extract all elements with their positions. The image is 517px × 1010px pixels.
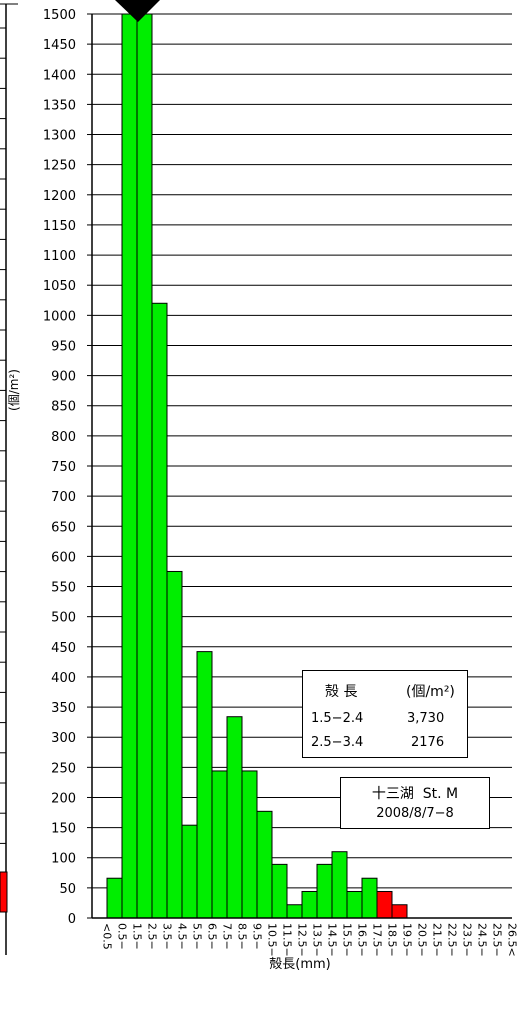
bar — [226, 716, 243, 919]
x-tick-label: 22.5− — [446, 923, 459, 957]
y-tick-label: 450 — [51, 641, 76, 656]
y-tick-label: 700 — [51, 490, 76, 505]
bar — [271, 863, 288, 919]
x-tick-label: 15.5− — [341, 923, 354, 957]
y-tick-label: 600 — [51, 550, 76, 565]
y-tick-label: 150 — [51, 822, 76, 837]
shell-length-table: 殻 長 (個/m²) 1.5−2.4 3,730 2.5−3.4 2176 — [302, 670, 468, 758]
y-tick-label: 1000 — [43, 309, 76, 324]
y-tick-label: 300 — [51, 731, 76, 746]
bar — [256, 810, 273, 919]
table-row-2-range: 2.5−3.4 — [311, 735, 364, 750]
table-row-2-value: 2176 — [411, 735, 445, 750]
y-tick-label: 50 — [59, 882, 76, 897]
x-tick-label: 7.5− — [221, 923, 234, 950]
off-scale-arrow — [115, 0, 160, 22]
x-tick-label: 24.5− — [476, 923, 489, 957]
x-tick-label: 14.5− — [326, 923, 339, 957]
y-tick-label: 750 — [51, 460, 76, 475]
x-tick-label: 9.5− — [251, 923, 264, 950]
bar — [121, 13, 138, 919]
y-tick-label: 250 — [51, 761, 76, 776]
table-row-1-value: 3,730 — [407, 711, 445, 726]
y-tick-label: 1400 — [43, 68, 76, 83]
y-tick-labels: 0 50 100 150 200 250 300 350 400 450 500 550 600 650 7… — [43, 8, 76, 927]
bar — [391, 904, 408, 919]
x-tick-label: 10.5− — [266, 923, 279, 957]
y-tick-label: 950 — [51, 339, 76, 354]
bar — [166, 570, 183, 919]
x-tick-label: 17.5− — [371, 923, 384, 957]
x-tick-label: 26.5< — [506, 923, 517, 957]
bar — [151, 302, 168, 919]
y-tick-label: 800 — [51, 430, 76, 445]
y-tick-label: 1250 — [43, 159, 76, 174]
bars — [106, 13, 408, 919]
bar — [106, 877, 123, 919]
x-tick-label: 16.5− — [356, 923, 369, 957]
y-tick-label: 650 — [51, 520, 76, 535]
x-tick-label: 1.5− — [131, 923, 144, 950]
x-tick-label: 11.5− — [281, 923, 294, 957]
x-tick-label: 13.5− — [311, 923, 324, 957]
adjacent-chart-bar — [0, 871, 8, 913]
bar — [331, 851, 348, 919]
y-tick-label: 350 — [51, 701, 76, 716]
y-tick-label: 1500 — [43, 8, 76, 23]
y-tick-label: 850 — [51, 400, 76, 415]
bar — [136, 13, 153, 919]
x-tick-label: 6.5− — [206, 923, 219, 950]
x-tick-label: 12.5− — [296, 923, 309, 957]
decorations — [0, 0, 160, 955]
x-tick-label: 23.5− — [461, 923, 474, 957]
bar — [361, 877, 378, 919]
x-tick-label: 4.5− — [176, 923, 189, 950]
x-tick-label: 8.5− — [236, 923, 249, 950]
table-row-1-range: 1.5−2.4 — [311, 711, 364, 726]
y-tick-label: 1350 — [43, 98, 76, 113]
station-label-box: 十三湖 St. M 2008/8/7−8 — [340, 777, 490, 829]
x-tick-label: 0.5− — [116, 923, 129, 950]
bar — [316, 863, 333, 919]
table-header-density: (個/m²) — [406, 684, 455, 700]
y-tick-label: 1200 — [43, 189, 76, 204]
bar — [181, 824, 198, 919]
bar — [301, 890, 318, 919]
x-tick-label: <0.5 — [101, 923, 114, 950]
x-tick-label: 19.5− — [401, 923, 414, 957]
bar — [196, 651, 213, 919]
y-tick-label: 1100 — [43, 249, 76, 264]
y-tick-label: 1300 — [43, 129, 76, 144]
x-tick-label: 2.5− — [146, 923, 159, 950]
x-axis-label: 殻長(mm) — [269, 957, 330, 972]
bar — [211, 770, 228, 919]
x-tick-label: 25.5− — [491, 923, 504, 957]
x-tick-label: 21.5− — [431, 923, 444, 957]
y-tick-label: 1050 — [43, 279, 76, 294]
bar — [376, 890, 393, 919]
y-tick-label: 550 — [51, 581, 76, 596]
survey-date: 2008/8/7−8 — [376, 806, 454, 821]
axes — [91, 14, 512, 919]
y-tick-label: 100 — [51, 852, 76, 867]
y-tick-label: 0 — [68, 912, 76, 927]
bar — [286, 904, 303, 919]
x-tick-label: 5.5− — [191, 923, 204, 950]
bar — [346, 890, 363, 919]
y-axis-label: (個/m²) — [7, 369, 21, 411]
y-tick-label: 1450 — [43, 38, 76, 53]
station-name: 十三湖 St. M — [371, 786, 459, 802]
bar — [241, 770, 258, 919]
y-tick-label: 900 — [51, 370, 76, 385]
x-tick-labels: <0.5 0.5− 1.5− 2.5− 3.5− 4.5− 5.5− 6.5− 7.5− 8.5−… — [101, 923, 517, 957]
y-tick-label: 500 — [51, 611, 76, 626]
y-tick-label: 1150 — [43, 219, 76, 234]
y-tick-label: 400 — [51, 671, 76, 686]
y-tick-label: 200 — [51, 791, 76, 806]
x-tick-label: 3.5− — [161, 923, 174, 950]
x-tick-label: 18.5− — [386, 923, 399, 957]
x-tick-label: 20.5− — [416, 923, 429, 957]
table-header-length: 殻 長 — [325, 684, 358, 700]
